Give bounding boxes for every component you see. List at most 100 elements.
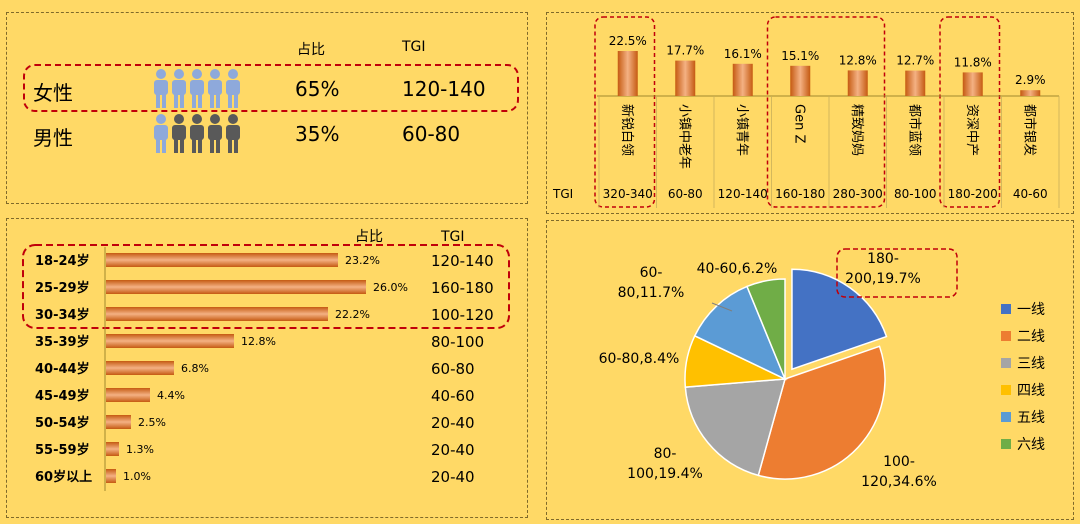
- segment-bar-label: 12.7%: [896, 54, 934, 68]
- segment-name: 资深中产: [964, 104, 979, 156]
- pie-slice-label: 180-: [867, 251, 899, 267]
- age-label: 50-54岁: [35, 415, 90, 431]
- pie-slice-label: 40-60,6.2%: [697, 261, 778, 277]
- segment-bar-label: 2.9%: [1015, 73, 1046, 87]
- pie-leader-line: [711, 302, 733, 312]
- segment-name: 都市银发: [1021, 104, 1037, 156]
- age-tgi: 60-80: [431, 360, 475, 378]
- pie-slice-label: 80-: [654, 446, 677, 462]
- male-label: 男性: [33, 126, 73, 150]
- legend-label: 六线: [1017, 437, 1045, 453]
- age-header-share: 占比: [355, 229, 383, 245]
- segment-name: 小镇青年: [734, 104, 749, 156]
- age-bar-label: 23.2%: [345, 254, 380, 267]
- segment-bar: [790, 65, 811, 96]
- segment-tgi: 160-180: [775, 187, 825, 201]
- person-icon: [208, 69, 222, 108]
- age-label: 35-39岁: [35, 334, 90, 350]
- city-tier-panel: 180- 200,19.7% 100- 120,34.6% 80- 100,19.4% 60…: [546, 220, 1074, 520]
- legend-label: 五线: [1017, 410, 1045, 426]
- person-icon: [154, 69, 168, 108]
- pie-slice-label: 100-: [883, 454, 915, 470]
- pie-slice: [757, 345, 886, 480]
- person-icon: [226, 69, 240, 108]
- age-bar-label: 26.0%: [373, 281, 408, 294]
- age-tgi: 100-120: [431, 306, 494, 324]
- age-panel: 占比 TGI 18-24岁 23.2% 120-140 25-29岁 26.0% 160-18…: [6, 218, 528, 518]
- gender-panel: 占比 TGI 女性 65% 120-140 男性 35% 60-80: [6, 12, 528, 204]
- person-icon: [190, 69, 204, 108]
- female-label: 女性: [33, 81, 73, 105]
- age-label: 30-34岁: [35, 307, 90, 323]
- age-bar: [106, 307, 328, 321]
- segment-bar-label: 17.7%: [666, 44, 704, 58]
- male-icon-row: [149, 113, 249, 157]
- segment-tgi: 60-80: [668, 187, 703, 201]
- age-label: 55-59岁: [35, 442, 90, 458]
- segment-bar-label: 11.8%: [954, 55, 992, 69]
- pie-slice: [791, 268, 888, 371]
- pie-slice-label: 60-80,8.4%: [599, 351, 680, 367]
- legend-swatch: [1001, 412, 1011, 422]
- segment-name: 都市蓝领: [906, 104, 922, 156]
- segment-highlight: [766, 16, 886, 208]
- female-icon-row: [149, 68, 249, 112]
- age-bar-label: 2.5%: [138, 416, 166, 429]
- pie-slice-label: 200,19.7%: [845, 271, 921, 287]
- age-bar-label: 4.4%: [157, 389, 185, 402]
- age-bar: [106, 415, 131, 429]
- segment-name: Gen Z: [791, 104, 806, 143]
- age-chart: 占比 TGI 18-24岁 23.2% 120-140 25-29岁 26.0% 160-18…: [22, 229, 510, 491]
- person-icon: [226, 114, 240, 153]
- segment-name: 精致妈妈: [849, 104, 864, 156]
- male-tgi: 60-80: [402, 122, 461, 146]
- pie-slice-label: 80,11.7%: [618, 285, 685, 301]
- segment-bar: [1020, 90, 1041, 96]
- age-highlight: [22, 244, 510, 329]
- age-bar: [106, 388, 150, 402]
- age-header-tgi: TGI: [440, 229, 465, 245]
- segment-bar: [962, 72, 983, 96]
- age-bar: [106, 253, 338, 267]
- female-highlight: [23, 64, 519, 112]
- segment-tgi: 280-300: [833, 187, 883, 201]
- age-bar: [106, 280, 366, 294]
- female-share: 65%: [295, 77, 340, 101]
- legend-label: 三线: [1017, 356, 1045, 372]
- age-label: 45-49岁: [35, 388, 90, 404]
- person-icon: [154, 114, 168, 153]
- segment-bar: [847, 70, 868, 96]
- gender-header-tgi: TGI: [402, 39, 426, 55]
- age-tgi: 160-180: [431, 279, 494, 297]
- segment-tgi: 40-60: [1013, 187, 1048, 201]
- age-tgi: 80-100: [431, 333, 484, 351]
- segment-tgi: 80-100: [894, 187, 937, 201]
- age-tgi: 20-40: [431, 414, 475, 432]
- age-bar-label: 12.8%: [241, 335, 276, 348]
- segment-bar: [675, 60, 696, 96]
- person-icon: [190, 114, 204, 153]
- gender-header-share: 占比: [297, 42, 325, 58]
- male-share: 35%: [295, 122, 340, 146]
- age-bar-label: 1.0%: [123, 470, 151, 483]
- pie-slice-label: 120,34.6%: [861, 474, 937, 490]
- segment-tgi-label: TGI: [552, 187, 573, 201]
- segment-bar: [617, 51, 638, 96]
- segment-tgi: 120-140: [718, 187, 768, 201]
- legend-swatch: [1001, 304, 1011, 314]
- segment-tgi: 180-200: [948, 187, 998, 201]
- segment-name: 新锐白领: [619, 104, 635, 156]
- legend-swatch: [1001, 385, 1011, 395]
- segment-name: 小镇中老年: [676, 104, 691, 169]
- legend-label: 四线: [1017, 383, 1045, 399]
- legend-label: 二线: [1017, 329, 1045, 345]
- person-icon: [172, 114, 186, 153]
- age-tgi: 20-40: [431, 441, 475, 459]
- pie-slice: [693, 285, 787, 381]
- segment-tgi: 320-340: [603, 187, 653, 201]
- age-tgi: 40-60: [431, 387, 475, 405]
- segment-chart: 22.5% 新锐白领 320-340 17.7% 小镇中老年 60-80 16.1% 小镇青年…: [552, 16, 1060, 208]
- age-tgi: 120-140: [431, 252, 494, 270]
- segment-panel: 22.5% 新锐白领 320-340 17.7% 小镇中老年 60-80 16.1% 小镇青年…: [546, 12, 1074, 214]
- legend-swatch: [1001, 331, 1011, 341]
